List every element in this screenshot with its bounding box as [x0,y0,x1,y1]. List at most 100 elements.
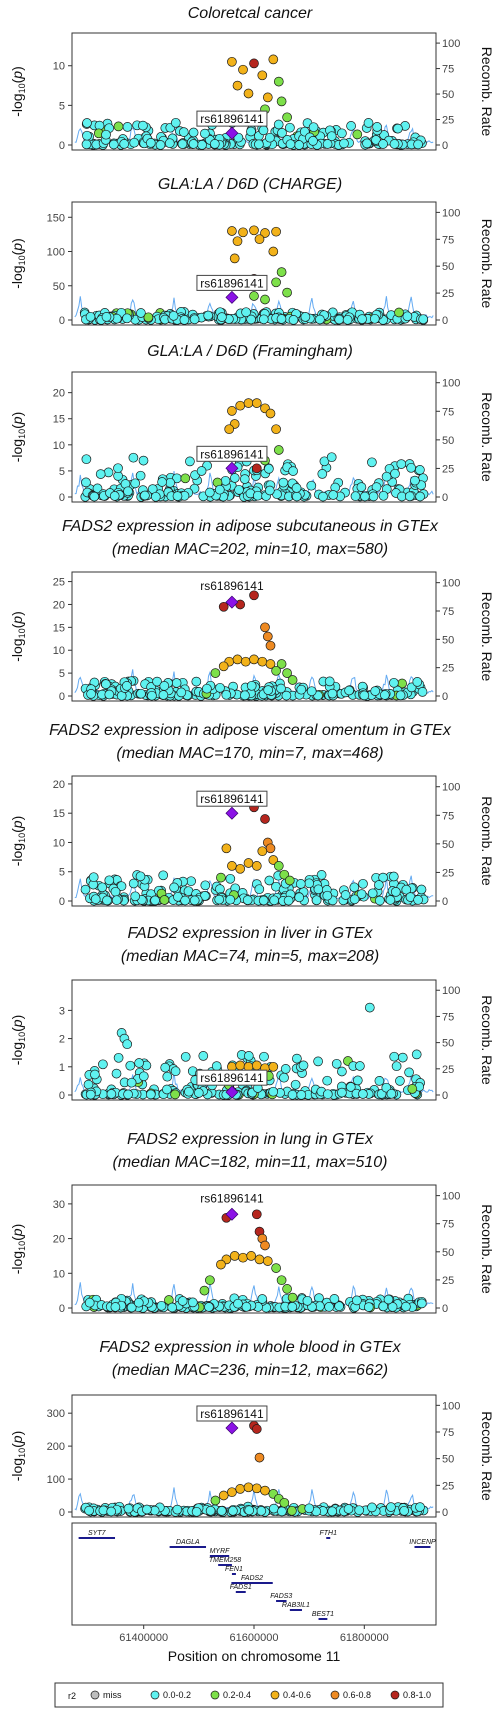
snp-point [244,1505,255,1516]
snp-point [143,312,154,323]
snp-point [228,1505,238,1516]
y-tick-label: 10 [53,1268,65,1280]
snp-point [324,676,335,687]
snp-point-peak [243,88,254,99]
snp-point [150,491,161,502]
snp-point-peak [260,1240,270,1251]
snp-point [157,477,167,487]
snp-point [386,1502,396,1512]
snp-point [406,462,416,473]
snp-point [352,1075,363,1086]
y-tick-label: 0 [59,492,65,504]
snp-point [178,127,189,137]
gene-label: FADS3 [270,1593,292,1600]
snp-point [342,314,353,325]
snp-point [277,128,287,138]
snp-point [285,122,295,133]
snp-point [276,683,286,694]
snp-point-peak [260,1485,270,1496]
y2-tick-label: 25 [442,1275,454,1287]
snp-point [126,1077,137,1088]
snp-point [82,130,92,141]
snp-point-peak [240,656,251,667]
lead-snp-label-box [196,110,268,127]
y2-tick-label: 75 [442,64,454,76]
snp-point [177,1296,188,1306]
snp-point-peak [271,424,281,435]
snp-point [119,139,130,149]
snp-point-peak [271,277,281,288]
panel-1: Coloretcal cancer05100255075100-log10(p)… [9,5,495,152]
snp-point [355,1061,365,1071]
snp-point-peak [232,236,243,247]
snp-point [214,894,225,905]
snp-point [328,490,339,500]
snp-point [179,315,190,325]
snp-point [200,128,210,139]
snp-point [288,315,299,325]
y2-tick-label: 25 [442,288,454,300]
gene-label: TMEM258 [209,1557,241,1564]
snp-point [136,688,146,699]
snp-point [84,1505,94,1516]
panel-3: GLA:LA / D6D (Framingham) 0 5 10 15 20 0 25 50 75… [9,343,495,504]
y-tick-label: 5 [59,100,65,112]
snp-point-peak [249,291,259,301]
gene-label: MYRF [210,1548,231,1555]
snp-point-peak [271,665,281,676]
snp-point [104,689,115,700]
snp-point [311,895,322,906]
y-tick-label: 10 [53,61,65,73]
snp-point [138,455,149,466]
snp-point-peak [251,1060,262,1071]
legend-swatch [90,1690,100,1700]
snp-point [257,1294,268,1304]
y2-tick-label: 0 [442,691,448,703]
y2-tick-label: 50 [442,1038,454,1050]
y2-tick-label: 100 [442,578,460,590]
snp-point [102,895,112,906]
y2-tick-label: 25 [442,463,454,475]
snp-point [340,890,351,900]
y-axis-label: -log10(p) [9,611,27,662]
snp-point [234,484,244,495]
snp-point [162,1084,172,1095]
snp-point-peak [251,1424,262,1434]
y2-tick-label: 25 [442,663,454,675]
snp-point [317,469,328,479]
snp-point [241,307,251,318]
y2-tick-label: 25 [442,115,454,127]
lead-snp-label: rs61896141 [200,1191,264,1205]
y2-tick-label: 50 [442,1454,454,1466]
plot-frame [71,1184,437,1314]
snp-point [130,891,141,902]
snp-point [101,679,111,690]
snp-point [165,477,176,488]
snp-point [125,1060,136,1071]
snp-point [306,480,317,491]
snp-point-peak [251,1209,262,1220]
y2-tick-label: 100 [442,207,460,219]
panel-title: (median MAC=236, min=12, max=662) [112,1362,388,1379]
snp-point [198,1051,209,1061]
snp-point-peak [235,400,246,411]
snp-point-peak [232,654,243,665]
snp-point [337,1087,347,1098]
gene-label: RAB3IL1 [282,1602,310,1609]
snp-point-peak [268,54,279,65]
y2-tick-label: 25 [442,1064,454,1076]
snp-point-peak [227,406,237,416]
snp-point [359,690,370,701]
snp-point [242,895,253,905]
snp-point [204,487,215,498]
y2-tick-label: 50 [442,89,454,101]
snp-point-peak [232,80,243,91]
snp-point [313,1056,323,1067]
panel-7: FADS2 expression in lung in GTEx (median … [9,1131,495,1315]
legend-item-label: miss [103,1690,122,1700]
snp-point-peak [254,234,265,245]
snp-point [123,1089,133,1100]
snp-point [296,684,307,695]
y-tick-label: 2 [59,1034,65,1046]
